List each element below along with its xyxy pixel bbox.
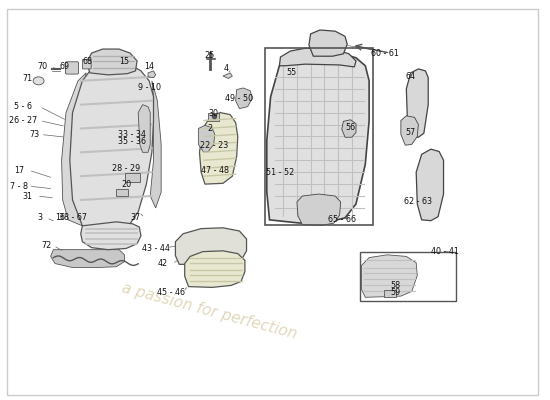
- Polygon shape: [200, 113, 238, 184]
- Text: 64: 64: [406, 72, 416, 81]
- Text: 43 - 44: 43 - 44: [142, 244, 169, 253]
- Bar: [265, 48, 373, 225]
- Circle shape: [33, 77, 44, 85]
- Text: 33 - 34: 33 - 34: [118, 130, 146, 139]
- Text: 2: 2: [208, 124, 213, 133]
- Text: 9 - 10: 9 - 10: [138, 84, 161, 92]
- Bar: [124, 173, 140, 182]
- Polygon shape: [223, 73, 232, 78]
- Text: 17: 17: [14, 166, 24, 175]
- Polygon shape: [70, 61, 153, 227]
- Text: 14: 14: [144, 62, 154, 72]
- Text: 60 - 61: 60 - 61: [371, 48, 398, 58]
- Text: 37: 37: [130, 213, 140, 222]
- FancyBboxPatch shape: [82, 59, 91, 69]
- Text: 31: 31: [23, 192, 32, 200]
- Polygon shape: [86, 49, 137, 75]
- Polygon shape: [416, 149, 443, 221]
- Text: 26 - 27: 26 - 27: [9, 116, 37, 125]
- Text: 72: 72: [41, 241, 51, 250]
- Text: 4: 4: [223, 64, 228, 74]
- Text: 57: 57: [405, 128, 416, 137]
- Polygon shape: [175, 228, 246, 264]
- Text: 49 - 50: 49 - 50: [226, 94, 254, 103]
- Polygon shape: [401, 116, 419, 145]
- Text: 15: 15: [119, 57, 130, 66]
- Text: 69: 69: [59, 62, 69, 72]
- Polygon shape: [138, 105, 150, 152]
- Text: 73: 73: [29, 130, 39, 139]
- Polygon shape: [62, 73, 86, 226]
- Text: 25: 25: [204, 50, 215, 60]
- FancyBboxPatch shape: [65, 62, 79, 74]
- Polygon shape: [148, 71, 156, 78]
- Text: 5 - 6: 5 - 6: [14, 102, 32, 111]
- Text: 51 - 52: 51 - 52: [266, 168, 295, 178]
- Polygon shape: [235, 88, 252, 109]
- Polygon shape: [51, 250, 124, 268]
- Polygon shape: [150, 81, 161, 208]
- Text: 71: 71: [23, 74, 32, 83]
- Text: 68: 68: [83, 57, 93, 66]
- Text: 40 - 41: 40 - 41: [431, 247, 459, 256]
- Text: 3: 3: [37, 213, 42, 222]
- Text: 70: 70: [37, 62, 47, 72]
- Text: 65 - 66: 65 - 66: [328, 215, 356, 224]
- Bar: [116, 189, 128, 196]
- Text: a passion for perfection: a passion for perfection: [120, 280, 299, 342]
- Bar: [384, 290, 397, 297]
- Text: 58: 58: [390, 281, 400, 290]
- Text: 47 - 48: 47 - 48: [201, 166, 229, 175]
- Polygon shape: [267, 52, 369, 223]
- Polygon shape: [199, 125, 215, 152]
- Text: 20: 20: [121, 180, 131, 189]
- Text: 45 - 46: 45 - 46: [157, 288, 185, 297]
- Text: 56: 56: [345, 123, 356, 132]
- Bar: [208, 114, 219, 120]
- Text: 38 - 67: 38 - 67: [58, 213, 86, 222]
- Text: 16: 16: [56, 213, 65, 222]
- Text: 30: 30: [208, 109, 219, 118]
- Text: 35 - 36: 35 - 36: [118, 137, 146, 146]
- Polygon shape: [361, 255, 417, 297]
- Polygon shape: [342, 120, 356, 137]
- Polygon shape: [279, 48, 356, 67]
- Polygon shape: [185, 251, 245, 287]
- Text: 22 - 23: 22 - 23: [200, 141, 228, 150]
- Polygon shape: [406, 69, 428, 137]
- Polygon shape: [81, 222, 141, 250]
- Text: 28 - 29: 28 - 29: [112, 164, 140, 173]
- Polygon shape: [297, 194, 340, 226]
- Text: 42: 42: [158, 259, 168, 268]
- Text: 7 - 8: 7 - 8: [10, 182, 28, 190]
- Text: 59: 59: [390, 288, 400, 297]
- Bar: [360, 252, 455, 301]
- Text: 55: 55: [287, 68, 296, 77]
- Polygon shape: [309, 30, 347, 56]
- Text: 62 - 63: 62 - 63: [404, 198, 432, 206]
